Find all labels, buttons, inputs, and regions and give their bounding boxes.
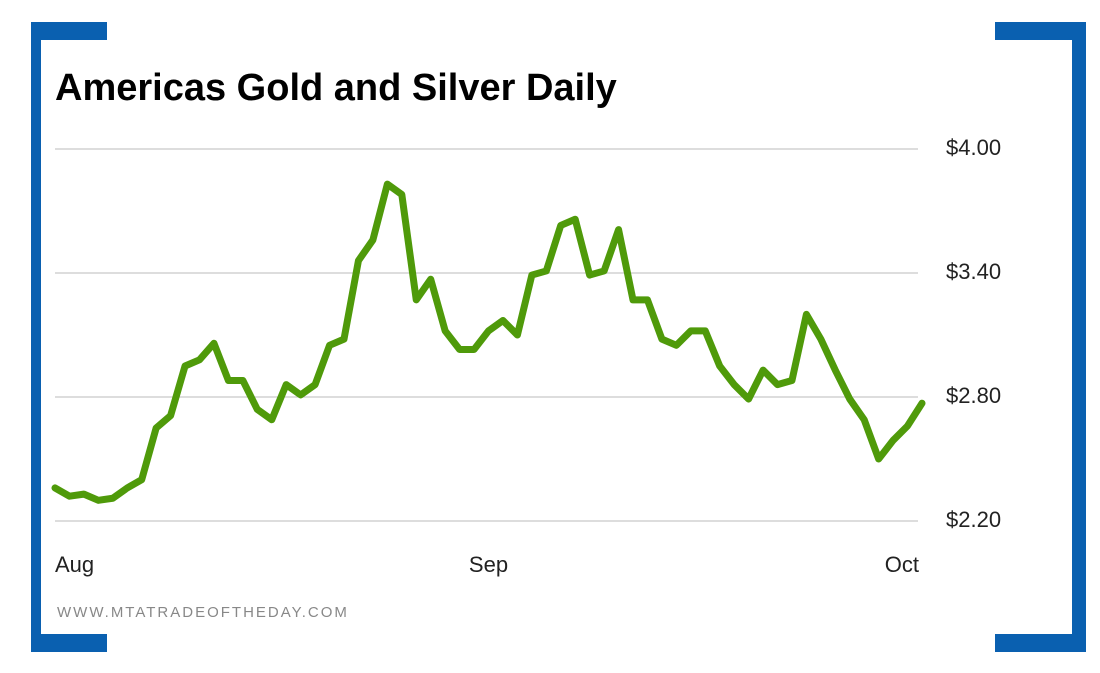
- footer: WWW.MTATRADEOFTHEDAY.COM: [57, 604, 349, 621]
- price-line: [51, 180, 926, 504]
- y-tick-label: $3.40: [946, 259, 1001, 284]
- bracket-right-top: [995, 22, 1086, 40]
- bracket-left: [31, 22, 41, 652]
- bracket-left-bottom: [31, 634, 107, 652]
- bracket-right: [1072, 22, 1086, 652]
- x-tick-label: Oct: [885, 552, 919, 577]
- x-tick-label: Sep: [469, 552, 508, 577]
- y-tick-label: $4.00: [946, 135, 1001, 160]
- bracket-right-bottom: [995, 634, 1086, 652]
- chart-title: Americas Gold and Silver Daily: [55, 67, 617, 109]
- x-tick-label: Aug: [55, 552, 94, 577]
- y-tick-label: $2.20: [946, 507, 1001, 532]
- y-tick-label: $2.80: [946, 383, 1001, 408]
- frame-brackets: [31, 22, 1086, 652]
- bracket-left-top: [31, 22, 107, 40]
